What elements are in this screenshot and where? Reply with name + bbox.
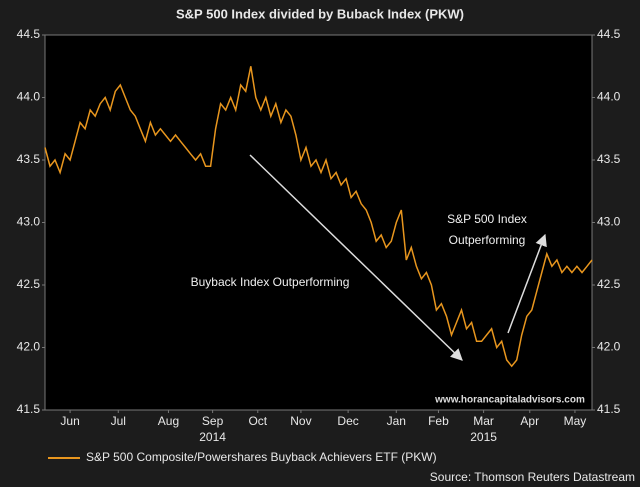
x-tick-label: May [564,414,587,428]
x-tick-label: Feb [428,414,449,428]
y-tick-label: 42.5 [17,277,41,291]
year-label: 2015 [470,430,497,444]
x-tick-label: Sep [202,414,224,428]
watermark: www.horancapitaladvisors.com [434,395,585,406]
year-label: 2014 [199,430,226,444]
y2-tick-label: 44.5 [597,27,621,41]
annotation: S&P 500 Index [447,212,527,226]
x-tick-label: Oct [248,414,267,428]
y2-tick-label: 41.5 [597,402,621,416]
y2-tick-label: 42.5 [597,277,621,291]
arrow [507,233,547,334]
source: Source: Thomson Reuters Datastream [430,470,635,484]
x-tick-label: Aug [158,414,179,428]
annotation: Buyback Index Outperforming [191,275,350,289]
chart-title: S&P 500 Index divided by Buback Index (P… [176,6,464,21]
y2-tick-label: 43.0 [597,215,621,229]
x-tick-label: Apr [520,414,539,428]
x-tick-label: Nov [290,414,311,428]
annotation: Outperforming [449,233,526,247]
x-tick-label: Jan [387,414,406,428]
x-tick-label: Jun [60,414,79,428]
y-tick-label: 42.0 [17,340,41,354]
y-tick-label: 43.5 [17,152,41,166]
line-series [44,66,593,368]
legend-label: S&P 500 Composite/Powershares Buyback Ac… [86,450,437,464]
y-tick-label: 41.5 [17,402,41,416]
x-tick-label: Mar [473,414,494,428]
y-tick-label: 43.0 [17,215,41,229]
y2-tick-label: 44.0 [597,90,621,104]
y2-tick-label: 43.5 [597,152,621,166]
y2-tick-label: 42.0 [597,340,621,354]
y-tick-label: 44.0 [17,90,41,104]
x-tick-label: Jul [111,414,126,428]
y-tick-label: 44.5 [17,27,41,41]
plot-area [44,34,593,411]
arrow [249,154,463,361]
x-tick-label: Dec [337,414,358,428]
